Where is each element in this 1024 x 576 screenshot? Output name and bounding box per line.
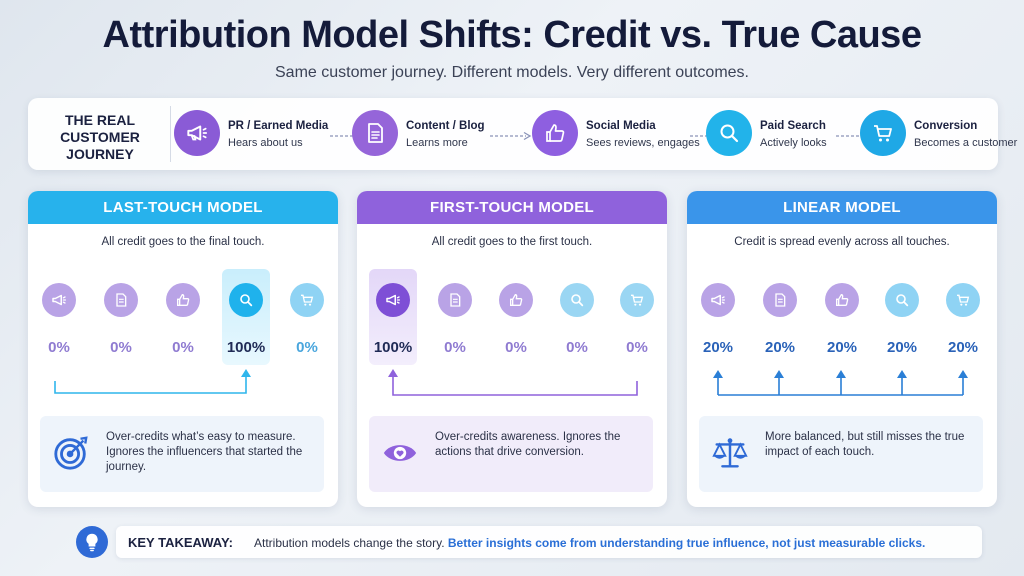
credit-percent: 20% — [826, 339, 858, 356]
credit-flow-bracket — [713, 370, 968, 396]
first-touch-model-card: FIRST-TOUCH MODEL All credit goes to the… — [357, 191, 667, 507]
thumbs-up-icon — [166, 283, 200, 317]
credit-percent: 100% — [373, 339, 413, 356]
step-title: Paid Search — [760, 120, 826, 132]
last-touch-model-card: LAST-TOUCH MODEL All credit goes to the … — [28, 191, 338, 507]
step-subtitle: Becomes a customer — [914, 137, 1018, 149]
target-icon — [52, 434, 90, 472]
credit-percent: 0% — [566, 339, 588, 356]
document-icon — [352, 110, 398, 156]
card-header: LINEAR MODEL — [687, 191, 997, 224]
step-title: PR / Earned Media — [228, 120, 329, 132]
credit-percent: 0% — [110, 339, 132, 356]
step-title: Content / Blog — [406, 120, 485, 132]
card-header: LAST-TOUCH MODEL — [28, 191, 338, 224]
journey-arrow — [490, 131, 532, 141]
step-subtitle: Actively looks — [760, 137, 827, 149]
megaphone-icon — [174, 110, 220, 156]
search-icon — [560, 283, 594, 317]
takeaway-highlight: Better insights come from understanding … — [447, 536, 926, 550]
cart-icon — [290, 283, 324, 317]
note-text: Over-credits awareness. Ignores the acti… — [435, 431, 621, 458]
document-icon — [104, 283, 138, 317]
model-note: Over-credits what’s easy to measure. Ign… — [40, 416, 324, 492]
thumbs-up-icon — [825, 283, 859, 317]
page-title: Attribution Model Shifts: Credit vs. Tru… — [102, 14, 922, 56]
thumbs-up-icon — [499, 283, 533, 317]
eye-icon — [381, 434, 419, 472]
linear-model-card: LINEAR MODEL Credit is spread evenly acr… — [687, 191, 997, 507]
takeaway-statement: Attribution models change the story. — [254, 536, 445, 550]
card-description: All credit goes to the final touch. — [101, 236, 265, 248]
step-title: Social Media — [586, 120, 656, 132]
credit-percent: 0% — [444, 339, 466, 356]
key-takeaway-banner: KEY TAKEAWAY: Attribution models change … — [116, 526, 982, 558]
lightbulb-icon — [76, 526, 108, 558]
megaphone-icon — [701, 283, 735, 317]
megaphone-icon — [42, 283, 76, 317]
document-icon — [763, 283, 797, 317]
credit-percent: 0% — [296, 339, 318, 356]
step-title: Conversion — [914, 120, 978, 132]
credit-flow-bracket — [388, 369, 638, 396]
thumbs-up-icon — [532, 110, 578, 156]
cart-icon — [620, 283, 654, 317]
step-subtitle: Hears about us — [228, 137, 303, 149]
journey-divider — [170, 106, 171, 162]
card-description: All credit goes to the first touch. — [431, 236, 593, 248]
credit-percent: 20% — [947, 339, 979, 356]
search-icon — [885, 283, 919, 317]
model-note: Over-credits awareness. Ignores the acti… — [369, 416, 653, 492]
card-header: FIRST-TOUCH MODEL — [357, 191, 667, 224]
cart-icon — [946, 283, 980, 317]
takeaway-label: KEY TAKEAWAY: — [128, 535, 233, 550]
model-note: More balanced, but still misses the true… — [699, 416, 983, 492]
search-icon — [706, 110, 752, 156]
journey-label: THE REAL CUSTOMER JOURNEY — [60, 112, 140, 162]
step-subtitle: Learns more — [406, 137, 468, 149]
cart-icon — [860, 110, 906, 156]
note-text: More balanced, but still misses the true… — [765, 431, 965, 458]
credit-percent: 20% — [886, 339, 918, 356]
note-text: Over-credits what’s easy to measure. Ign… — [106, 431, 303, 473]
customer-journey-strip: THE REAL CUSTOMER JOURNEY PR / Earned Me… — [28, 98, 1017, 170]
megaphone-icon — [376, 283, 410, 317]
search-icon — [229, 283, 263, 317]
page-subtitle: Same customer journey. Different models.… — [275, 64, 749, 81]
step-subtitle: Sees reviews, engages — [586, 137, 700, 149]
credit-percent: 20% — [702, 339, 734, 356]
credit-percent: 100% — [226, 339, 266, 356]
credit-flow-bracket — [54, 369, 251, 394]
credit-percent: 20% — [764, 339, 796, 356]
scales-icon — [711, 434, 749, 472]
card-description: Credit is spread evenly across all touch… — [734, 236, 950, 248]
credit-percent: 0% — [48, 339, 70, 356]
credit-percent: 0% — [626, 339, 648, 356]
document-icon — [438, 283, 472, 317]
credit-percent: 0% — [505, 339, 527, 356]
credit-percent: 0% — [172, 339, 194, 356]
takeaway-text: Attribution models change the story. Bet… — [254, 536, 925, 550]
